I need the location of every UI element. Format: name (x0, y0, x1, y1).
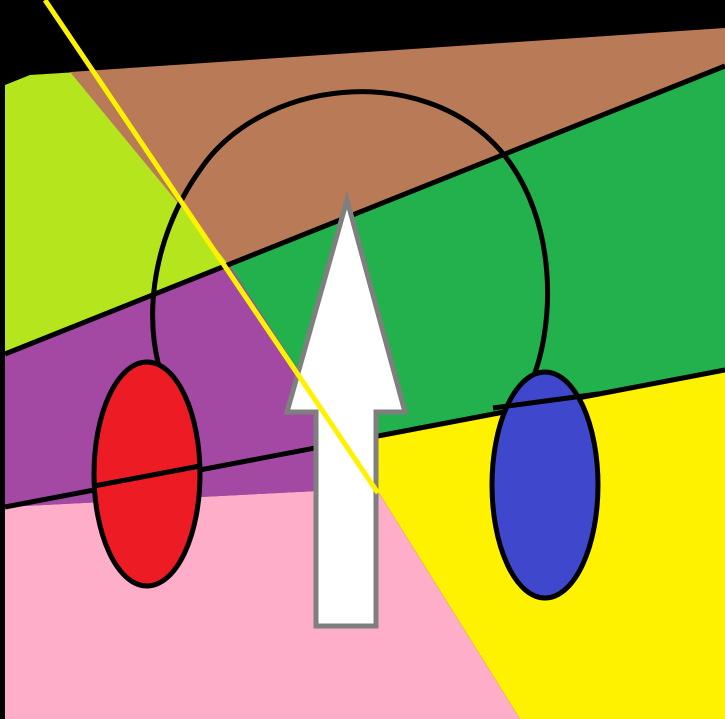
headphones-icon (91, 89, 601, 601)
upper-diagonal-line (4, 63, 725, 357)
right-earcup (489, 369, 601, 601)
lime-region (5, 70, 230, 354)
brown-region (70, 28, 725, 266)
line-over-left-earcup (93, 463, 201, 489)
headband (150, 89, 551, 394)
yellow-diagonal-line (42, 0, 381, 495)
line-over-right-earcup (492, 391, 599, 411)
upload-arrow-icon (283, 190, 409, 629)
